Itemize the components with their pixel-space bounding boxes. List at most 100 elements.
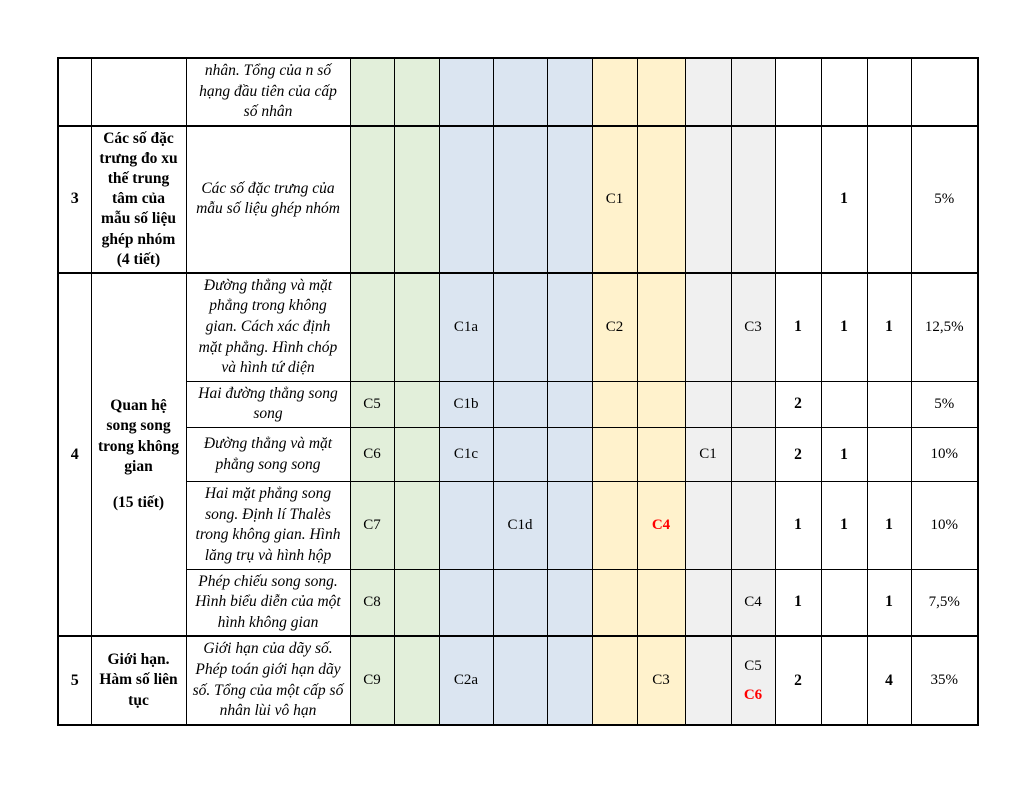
cell-count: 2 [774,635,822,726]
cell-question-label: C7 [349,481,395,570]
table-row: Hai mặt phẳng song song. Định lí Thalès … [58,481,979,570]
cell-count [820,635,868,726]
cell-stt [57,57,92,127]
cell-question-label: C3 [636,635,686,726]
cell-question-label: C5 [349,380,395,429]
cell-topic [90,57,187,127]
cell-question-label-stacked: C5 C6 [730,635,776,726]
cell-content: nhân. Tổng của n số hạng đầu tiên của cấ… [185,57,351,127]
cell-question-label: C6 [349,427,395,483]
cell-count: 1 [774,568,822,637]
cell-empty [393,57,440,127]
cell-empty [393,635,440,726]
cell-count [820,380,868,429]
cell-count: 1 [820,481,868,570]
cell-empty [684,124,732,274]
cell-empty [393,271,440,382]
cell-question-label: C1c [438,427,494,483]
cell-empty [438,481,494,570]
table-row: 3 Các số đặc trưng đo xu thế trung tâm c… [57,124,979,274]
cell-empty [730,427,776,483]
cell-empty [636,124,686,274]
cell-empty [393,124,440,274]
cell-count: 1 [866,481,912,570]
table-row: 5 Giới hạn. Hàm số liên tục Giới hạn của… [57,635,979,726]
cell-empty [492,57,548,127]
cell-count [774,57,822,127]
table-row: Phép chiếu song song. Hình biểu diễn của… [58,568,979,637]
cell-empty [393,380,440,429]
cell-empty [492,568,548,637]
cell-empty [591,481,638,570]
cell-empty [492,635,548,726]
cell-empty [438,124,494,274]
cell-empty [546,635,593,726]
cell-count: 1 [820,427,868,483]
cell-empty [349,124,395,274]
cell-question-label: C1a [438,271,494,382]
cell-content: Đường thẳng và mặt phẳng song song [185,427,351,483]
cell-empty [492,124,548,274]
cell-empty [546,57,593,127]
cell-count [774,124,822,274]
cell-empty [492,271,548,382]
cell-stt: 5 [57,635,92,726]
cell-empty [438,568,494,637]
cell-empty [546,481,593,570]
cell-content: Phép chiếu song song. Hình biểu diễn của… [185,568,351,637]
cell-empty [684,635,732,726]
cell-content: Đường thẳng và mặt phẳng trong không gia… [185,271,351,382]
cell-empty [636,568,686,637]
cell-empty [730,481,776,570]
table-row: nhân. Tổng của n số hạng đầu tiên của cấ… [57,57,979,127]
test-specification-matrix-table: nhân. Tổng của n số hạng đầu tiên của cấ… [57,57,979,726]
cell-count: 1 [774,481,822,570]
cell-empty [591,568,638,637]
cell-empty [591,635,638,726]
topic-text: Quan hệ song song trong không gian [97,397,180,475]
cell-content: Hai mặt phẳng song song. Định lí Thalès … [185,481,351,570]
cell-empty [393,568,440,637]
cell-empty [546,271,593,382]
cell-percentage: 7,5% [910,568,979,637]
cell-empty [636,380,686,429]
question-label-red: C6 [743,686,763,703]
cell-percentage: 10% [910,427,979,483]
cell-topic: Các số đặc trưng đo xu thế trung tâm của… [90,124,187,274]
cell-empty [730,380,776,429]
cell-count [866,380,912,429]
table-row: 4 Quan hệ song song trong không gian (15… [57,271,979,637]
cell-question-label: C4 [730,568,776,637]
table-row: Đường thẳng và mặt phẳng song song C6 C1… [58,427,979,483]
cell-topic: Giới hạn. Hàm số liên tục [90,635,187,726]
cell-empty [492,427,548,483]
cell-empty [546,427,593,483]
cell-empty [546,124,593,274]
cell-count [866,57,912,127]
cell-empty [591,380,638,429]
cell-percentage: 5% [910,380,979,429]
cell-empty [684,380,732,429]
cell-count: 1 [820,124,868,274]
cell-empty [730,124,776,274]
cell-empty [349,57,395,127]
cell-empty [492,380,548,429]
cell-empty [438,57,494,127]
cell-empty [636,271,686,382]
cell-count [866,124,912,274]
cell-count [820,568,868,637]
cell-count: 4 [866,635,912,726]
cell-percentage [910,57,979,127]
cell-empty [636,427,686,483]
cell-percentage: 35% [910,635,979,726]
cell-question-label: C1 [684,427,732,483]
cell-empty [684,57,732,127]
topic-note: (15 tiết) [112,493,165,511]
cell-empty [684,568,732,637]
cell-empty [591,427,638,483]
cell-empty [393,481,440,570]
cell-question-label: C1 [591,124,638,274]
cell-question-label: C2 [591,271,638,382]
cell-count: 1 [866,271,912,382]
cell-stt: 4 [57,271,92,637]
